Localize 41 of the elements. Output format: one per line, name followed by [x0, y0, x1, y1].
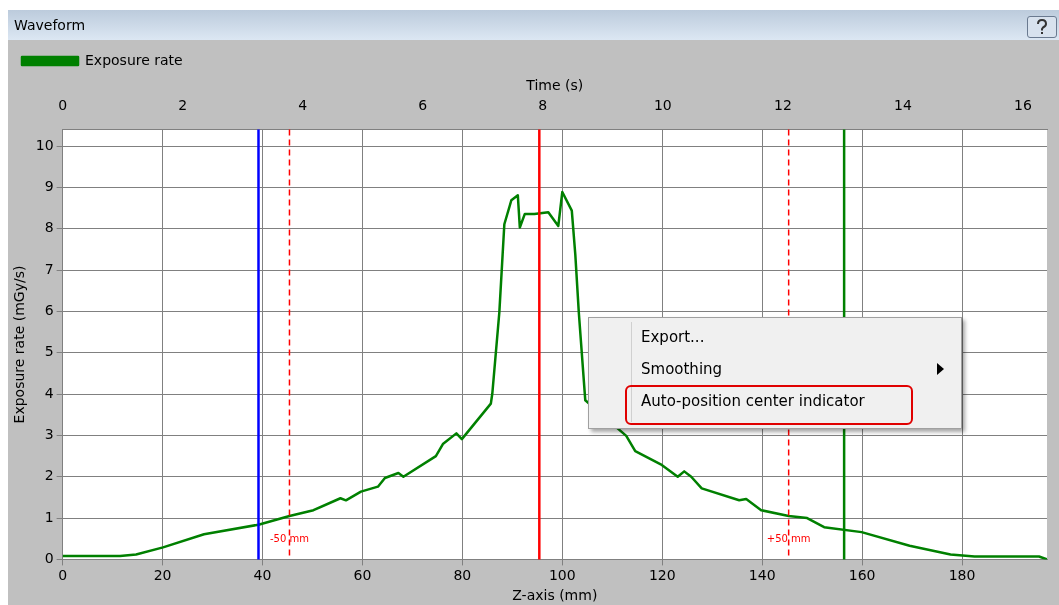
x2-tick-label: 2	[178, 96, 188, 113]
x-tick-label: 20	[153, 567, 172, 584]
x-tick-label: 140	[748, 567, 776, 584]
x2-tick-label: 8	[538, 96, 548, 113]
y-tick-label: 5	[44, 343, 54, 360]
y-axis-title: Exposure rate (mGy/s)	[11, 265, 28, 424]
x-tick-label: 100	[548, 567, 576, 584]
x2-tick-label: 6	[418, 96, 428, 113]
x-tick-label: 120	[648, 567, 676, 584]
annotation: Smoothing	[641, 360, 723, 378]
y-tick-label: 10	[35, 136, 54, 153]
x-tick-label: 180	[948, 567, 976, 584]
y-tick-label: 4	[44, 384, 54, 401]
annotation: Auto-position center indicator	[641, 392, 865, 410]
ref-line-label: +50 mm	[766, 532, 811, 544]
x-axis-title: Z-axis (mm)	[512, 587, 598, 604]
context-menu: Export... Smoothing Auto-position center indicator	[588, 317, 962, 429]
chart-title: Waveform	[14, 17, 86, 33]
y-tick-label: 2	[44, 467, 54, 484]
y-tick-label: 7	[44, 260, 54, 277]
x2-tick-label: 0	[58, 96, 68, 113]
x-tick-label: 160	[848, 567, 876, 584]
annotation: Export...	[641, 328, 705, 346]
legend-label: Exposure rate	[85, 51, 183, 68]
x2-tick-label: 12	[773, 96, 792, 113]
y-tick-label: 9	[44, 178, 54, 195]
x2-tick-label: 4	[298, 96, 308, 113]
ref-line-label: -50 mm	[269, 532, 309, 544]
y-tick-label: 3	[44, 426, 54, 443]
y-tick-label: 0	[44, 550, 54, 567]
y-tick-label: 6	[44, 302, 54, 319]
x-tick-label: 0	[58, 567, 68, 584]
x2-axis-title: Time (s)	[525, 77, 584, 94]
x2-tick-label: 14	[894, 96, 912, 113]
x-tick-label: 80	[453, 567, 472, 584]
x2-tick-label: 16	[1014, 96, 1032, 113]
x2-tick-label: 10	[653, 96, 672, 113]
y-tick-label: 8	[44, 219, 54, 236]
x-tick-label: 40	[253, 567, 272, 584]
x-tick-label: 60	[353, 567, 372, 584]
y-tick-label: 1	[44, 508, 54, 525]
